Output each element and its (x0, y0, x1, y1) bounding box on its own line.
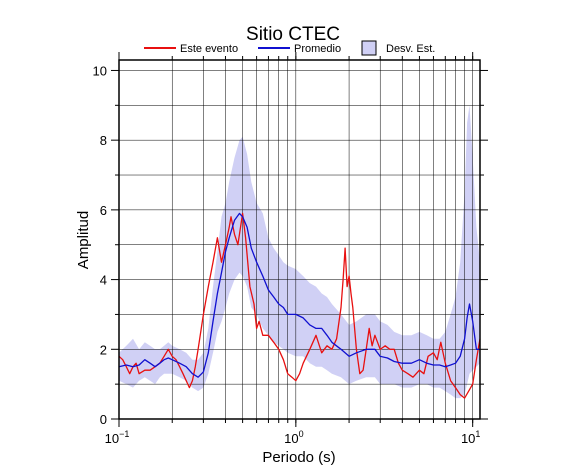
series-line-promedio (118, 212, 480, 378)
x-tick-label: 100 (284, 429, 303, 446)
series-layer (118, 212, 481, 399)
legend-swatch-desv-est (361, 40, 377, 56)
y-tick-label: 8 (100, 133, 107, 148)
series-line-este-evento (118, 212, 481, 399)
grid-layer (118, 60, 480, 420)
x-axis-label: Periodo (s) (262, 449, 335, 466)
x-tick-label: 101 (461, 429, 480, 446)
y-tick-label: 6 (100, 203, 107, 218)
legend: Este evento Promedio Desv. Est. (144, 40, 435, 56)
std-band-layer (119, 105, 480, 399)
y-axis-label: Amplitud (75, 211, 92, 269)
legend-label-promedio: Promedio (294, 43, 341, 55)
legend-label-este-evento: Este evento (180, 43, 238, 55)
tick-layer: 0 2 4 6 8 10 10−1 100 101 (93, 52, 488, 446)
plot-frame (118, 59, 481, 420)
y-tick-label: 10 (93, 63, 107, 78)
legend-label-desv-est: Desv. Est. (386, 43, 435, 55)
y-tick-label: 2 (100, 342, 107, 357)
chart-title: Sitio CTEC (246, 24, 340, 45)
x-tick-label: 10−1 (105, 429, 130, 446)
std-band (119, 105, 480, 399)
y-tick-label: 0 (100, 412, 107, 427)
y-tick-label: 4 (100, 273, 107, 288)
